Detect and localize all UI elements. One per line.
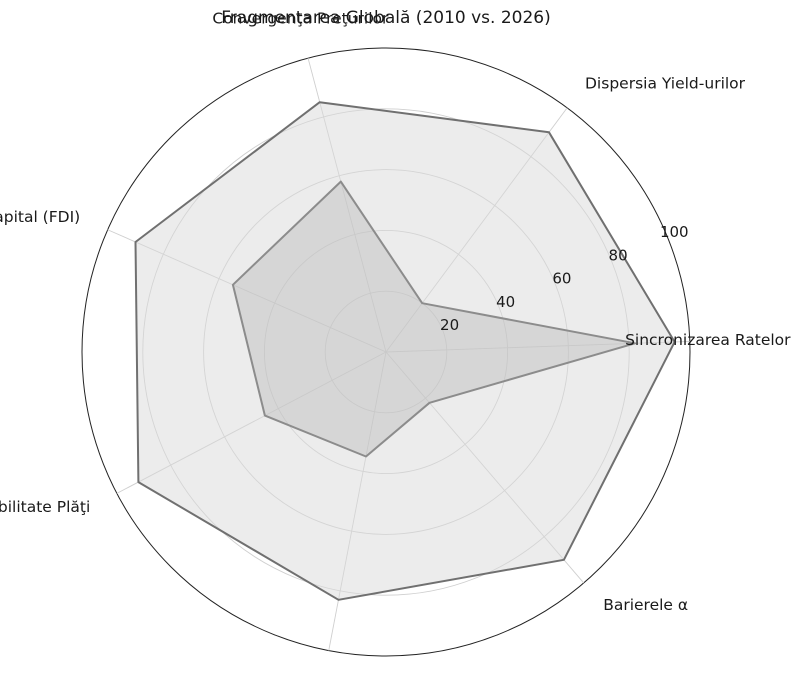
chart-title: Fragmentarea Globală (2010 vs. 2026)	[221, 8, 550, 28]
radar-series-2-polygon	[231, 180, 637, 458]
radar-tick-labels: 20 40 60 80 100	[440, 223, 689, 334]
axis-label: Sincronizarea Ratelor	[625, 331, 791, 349]
radar-axis-labels: Sincronizarea Ratelor Dispersia Yield-uri…	[0, 10, 791, 615]
radar-series	[134, 101, 676, 601]
axis-label: Dispersia Yield-urilor	[585, 74, 746, 92]
radar-outer-circle	[81, 47, 691, 657]
axis-label: Barierele α	[603, 596, 688, 614]
radial-tick-label: 20	[440, 316, 459, 334]
axis-label: Convergenţa Preţurilor	[212, 10, 389, 28]
radial-tick-label: 100	[660, 223, 689, 241]
radial-tick-label: 60	[552, 270, 571, 288]
radial-tick-label: 80	[609, 246, 628, 264]
axis-label: Fluxul de Capital (FDI)	[0, 208, 80, 226]
axis-label: Interoperabilitate Plăţi	[0, 498, 90, 516]
radial-tick-label: 40	[496, 293, 515, 311]
radar-series-1-polygon	[134, 101, 676, 601]
